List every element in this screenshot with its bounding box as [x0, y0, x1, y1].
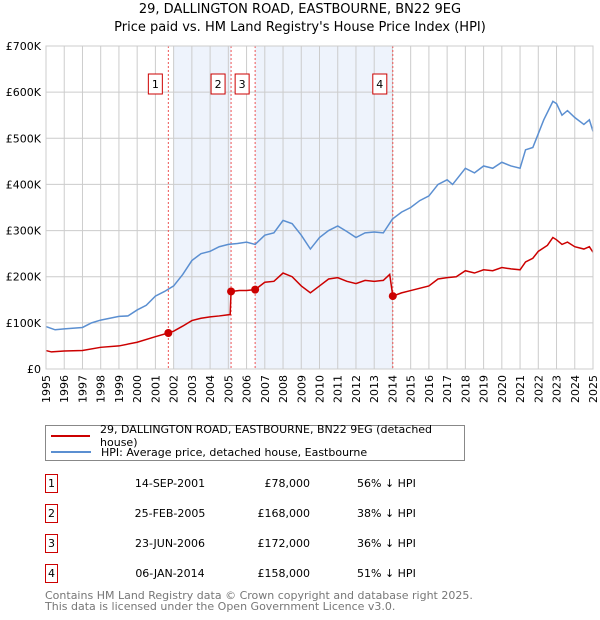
footer-licence: This data is licensed under the Open Gov…: [45, 600, 396, 613]
shaded-range: [255, 46, 393, 369]
transaction-hpi-diff: 38% ↓ HPI: [357, 507, 416, 520]
sale-point: [251, 285, 260, 294]
x-tick-label: 2002: [168, 375, 181, 403]
x-tick-label: 2019: [478, 375, 491, 403]
legend-swatch-blue: [51, 451, 91, 453]
footer-copyright: Contains HM Land Registry data © Crown c…: [45, 589, 473, 602]
y-tick-label: £100K: [6, 317, 42, 330]
transaction-hpi-diff: 56% ↓ HPI: [357, 477, 416, 490]
x-tick-label: 2001: [149, 375, 162, 403]
price-chart: 1995 1996 1997 1998 1999 2000 2001 2002 2003 2004…: [6, 40, 600, 403]
y-tick-label: £600K: [6, 86, 42, 99]
sale-label-box: [210, 73, 226, 95]
transaction-date: 25-FEB-2005: [134, 507, 206, 520]
x-tick-label: 2023: [551, 375, 564, 403]
x-tick-label: 2006: [241, 375, 254, 403]
transaction-row: 1 14-SEP-2001 £78,000 56% ↓ HPI: [45, 474, 445, 494]
x-tick-label: 2024: [569, 375, 582, 403]
x-tick-label: 2022: [532, 375, 545, 403]
transaction-row: 4 06-JAN-2014 £158,000 51% ↓ HPI: [45, 564, 445, 584]
legend-swatch-red: [51, 435, 91, 437]
sale-label-box: [372, 73, 388, 95]
transaction-hpi-diff: 51% ↓ HPI: [357, 567, 416, 580]
x-tick-label: 1999: [113, 375, 126, 403]
transaction-date: 23-JUN-2006: [134, 537, 206, 550]
x-tick-label: 2011: [332, 375, 345, 403]
x-tick-label: 2009: [295, 375, 308, 403]
y-tick-label: £400K: [6, 178, 42, 191]
x-tick-label: 2007: [259, 375, 272, 403]
x-tick-label: 2016: [423, 375, 436, 403]
transaction-number: 2: [45, 504, 58, 523]
legend: 29, DALLINGTON ROAD, EASTBOURNE, BN22 9E…: [45, 423, 465, 461]
chart-subtitle: Price paid vs. HM Land Registry's House …: [114, 20, 486, 35]
legend-label: HPI: Average price, detached house, East…: [101, 445, 368, 459]
hpi-line: [45, 100, 594, 331]
price-paid-line: [45, 236, 594, 353]
legend-item-property: 29, DALLINGTON ROAD, EASTBOURNE, BN22 9E…: [51, 423, 464, 449]
sale-label: 4: [376, 78, 383, 91]
x-tick-label: 2005: [222, 375, 235, 403]
sale-point: [227, 287, 236, 296]
sale-label-box: [147, 73, 163, 95]
sale-point: [388, 292, 397, 301]
x-tick-label: 2000: [131, 375, 144, 403]
x-tick-label: 2018: [459, 375, 472, 403]
x-tick-label: 1997: [76, 375, 89, 403]
transaction-price: £158,000: [257, 567, 311, 580]
x-tick-label: 2015: [405, 375, 418, 403]
transaction-hpi-diff: 36% ↓ HPI: [357, 537, 416, 550]
x-tick-label: 1996: [58, 375, 71, 403]
x-tick-label: 2003: [186, 375, 199, 403]
x-tick-label: 2012: [350, 375, 363, 403]
transaction-date: 06-JAN-2014: [135, 567, 205, 580]
x-tick-label: 2017: [441, 375, 454, 403]
transaction-number: 1: [45, 474, 58, 493]
sale-label: 3: [239, 78, 246, 91]
transaction-date: 14-SEP-2001: [134, 477, 206, 490]
x-tick-label: 2004: [204, 375, 217, 403]
legend-item-hpi: HPI: Average price, detached house, East…: [51, 445, 367, 459]
transaction-row: 3 23-JUN-2006 £172,000 36% ↓ HPI: [45, 534, 445, 554]
x-tick-label: 2010: [314, 375, 327, 403]
legend-label: 29, DALLINGTON ROAD, EASTBOURNE, BN22 9E…: [100, 423, 433, 449]
x-tick-label: 2013: [368, 375, 381, 403]
sale-label-box: [234, 73, 250, 95]
x-tick-label: 2008: [277, 375, 290, 403]
plot-frame: [45, 45, 594, 370]
transaction-number: 4: [45, 564, 58, 583]
sale-label: 1: [152, 78, 159, 91]
transaction-row: 2 25-FEB-2005 £168,000 38% ↓ HPI: [45, 504, 445, 524]
y-tick-label: £700K: [6, 40, 42, 53]
transaction-number: 3: [45, 534, 58, 553]
x-tick-label: 2021: [514, 375, 527, 403]
chart-title: 29, DALLINGTON ROAD, EASTBOURNE, BN22 9E…: [138, 2, 462, 17]
transaction-price: £78,000: [264, 477, 311, 490]
sale-label: 2: [215, 78, 222, 91]
sale-point: [164, 329, 173, 338]
x-tick-label: 2025: [587, 375, 600, 403]
x-tick-label: 2020: [496, 375, 509, 403]
x-tick-label: 1998: [95, 375, 108, 403]
y-tick-label: £200K: [6, 271, 42, 284]
y-tick-label: £500K: [6, 132, 42, 145]
y-tick-label: £300K: [6, 225, 42, 238]
y-tick-label: £0: [27, 363, 41, 376]
x-tick-label: 2014: [386, 375, 399, 403]
transaction-price: £172,000: [257, 537, 311, 550]
x-tick-label: 1995: [40, 375, 53, 403]
transaction-price: £168,000: [257, 507, 311, 520]
